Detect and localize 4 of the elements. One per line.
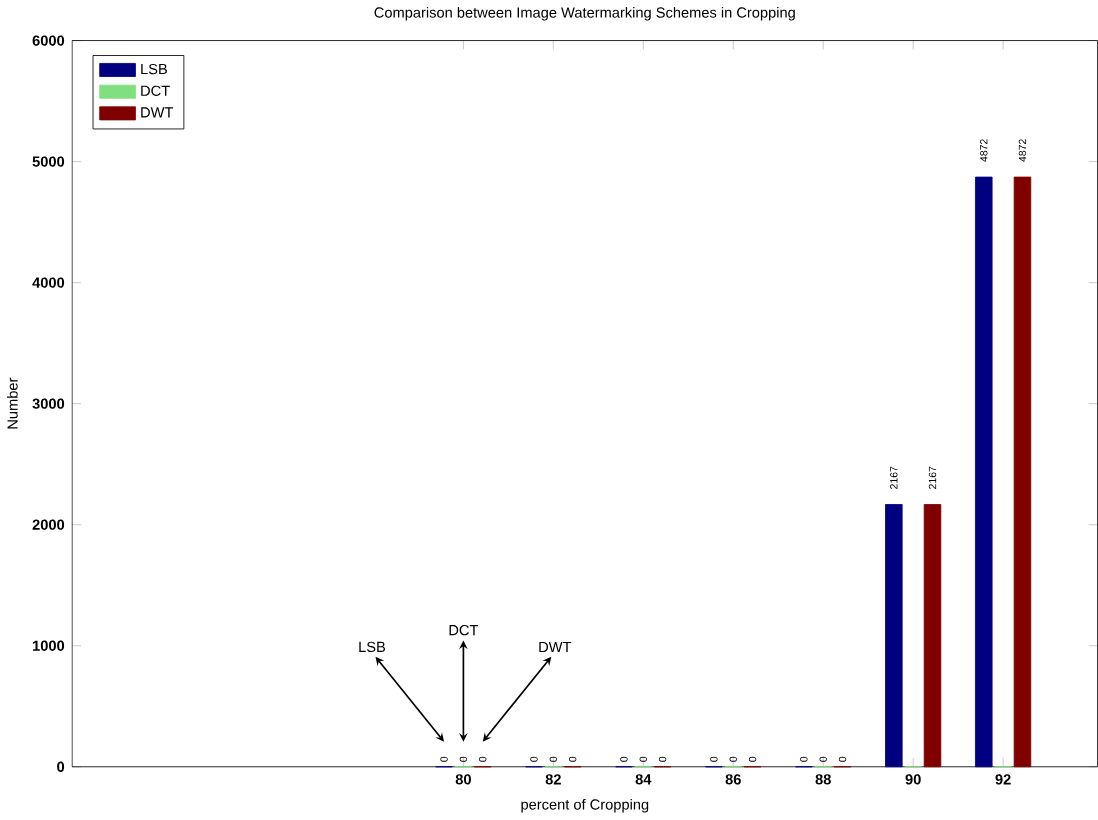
bar xyxy=(923,504,942,768)
bar xyxy=(885,504,903,768)
bar xyxy=(1013,176,1032,768)
bar xyxy=(975,176,993,768)
